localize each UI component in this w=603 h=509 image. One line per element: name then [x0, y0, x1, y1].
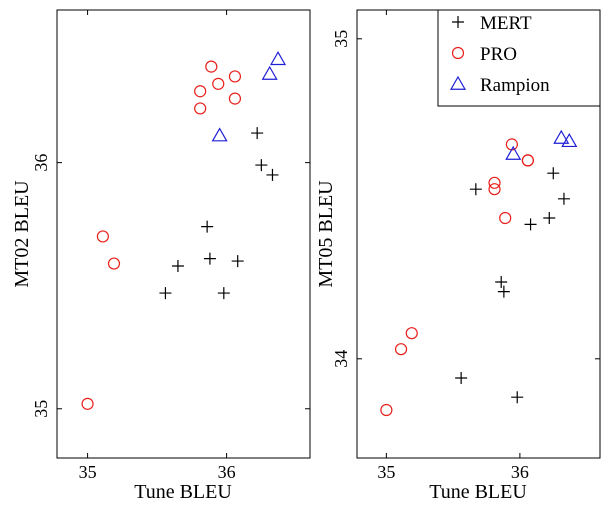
point-pro: [205, 60, 218, 73]
legend-symbol-rampion: [449, 75, 467, 90]
point-mert: [171, 260, 184, 272]
point-mert: [524, 218, 537, 231]
point-mert: [203, 252, 216, 265]
point-mert: [255, 159, 268, 172]
point-rampion: [261, 65, 278, 80]
point-mert: [231, 255, 244, 268]
legend-label-pro: PRO: [480, 44, 517, 65]
point-pro: [212, 77, 225, 90]
point-pro: [228, 92, 242, 105]
point-pro: [488, 176, 501, 189]
point-mert: [557, 192, 570, 205]
legend-symbol-pro: [451, 46, 465, 60]
point-mert: [217, 287, 230, 300]
point-mert: [469, 183, 482, 196]
y-axis-label-right: MT05 BLEU: [315, 180, 337, 288]
point-mert: [511, 391, 524, 404]
point-pro: [194, 85, 207, 98]
point-pro: [380, 403, 393, 417]
x-axis-label-right: Tune BLEU: [429, 481, 527, 503]
plot-frame-left: [56, 9, 311, 459]
point-pro: [488, 183, 501, 196]
legend-symbols: [449, 16, 467, 90]
x-tick-label: 35: [377, 462, 395, 482]
point-mert: [159, 287, 172, 300]
x-tick-label: 36: [511, 462, 529, 482]
y-tick-label: 35: [31, 400, 51, 418]
point-pro: [521, 154, 535, 167]
point-pro: [499, 211, 512, 225]
point-pro: [228, 70, 242, 83]
legend-symbol-mert: [452, 16, 464, 28]
point-mert: [547, 167, 560, 180]
x-axis-label-left: Tune BLEU: [134, 481, 232, 503]
point-mert: [266, 168, 279, 181]
point-pro: [107, 257, 121, 270]
point-pro: [394, 343, 408, 356]
y-tick-label: 35: [331, 30, 351, 48]
point-mert: [495, 276, 508, 288]
marks-right: [380, 129, 578, 417]
panel-mt05: 35 36 34 35 Tune BLEU MT05 BLEU MERT PRO Ra…: [315, 9, 601, 503]
point-mert: [251, 127, 264, 140]
legend: MERT PRO Rampion: [437, 9, 601, 107]
panel-mt02: 35 36 35 36 Tune BLEU MT02 BLEU: [11, 9, 311, 503]
point-rampion: [505, 145, 522, 160]
point-mert: [201, 220, 214, 233]
point-rampion: [211, 127, 228, 142]
legend-box: [437, 9, 601, 107]
marks-left: [81, 51, 287, 410]
y-axis-label-left: MT02 BLEU: [11, 180, 33, 288]
legend-label-rampion: Rampion: [480, 75, 550, 96]
point-pro: [405, 327, 418, 340]
point-mert: [497, 285, 510, 298]
y-tick-label: 34: [331, 350, 351, 368]
point-pro: [194, 102, 207, 115]
point-pro: [81, 397, 94, 410]
point-mert: [455, 372, 468, 384]
x-tick-label: 35: [79, 462, 97, 482]
point-pro: [96, 230, 109, 243]
point-rampion: [553, 129, 570, 144]
legend-label-mert: MERT: [480, 13, 532, 34]
point-mert: [543, 212, 556, 224]
point-rampion: [269, 51, 287, 66]
x-tick-label: 36: [218, 462, 236, 482]
ticks-right: 35 36 34 35: [331, 10, 600, 482]
ticks-left: 35 36 35 36: [31, 10, 310, 482]
point-rampion: [561, 132, 578, 148]
y-tick-label: 36: [31, 154, 51, 172]
